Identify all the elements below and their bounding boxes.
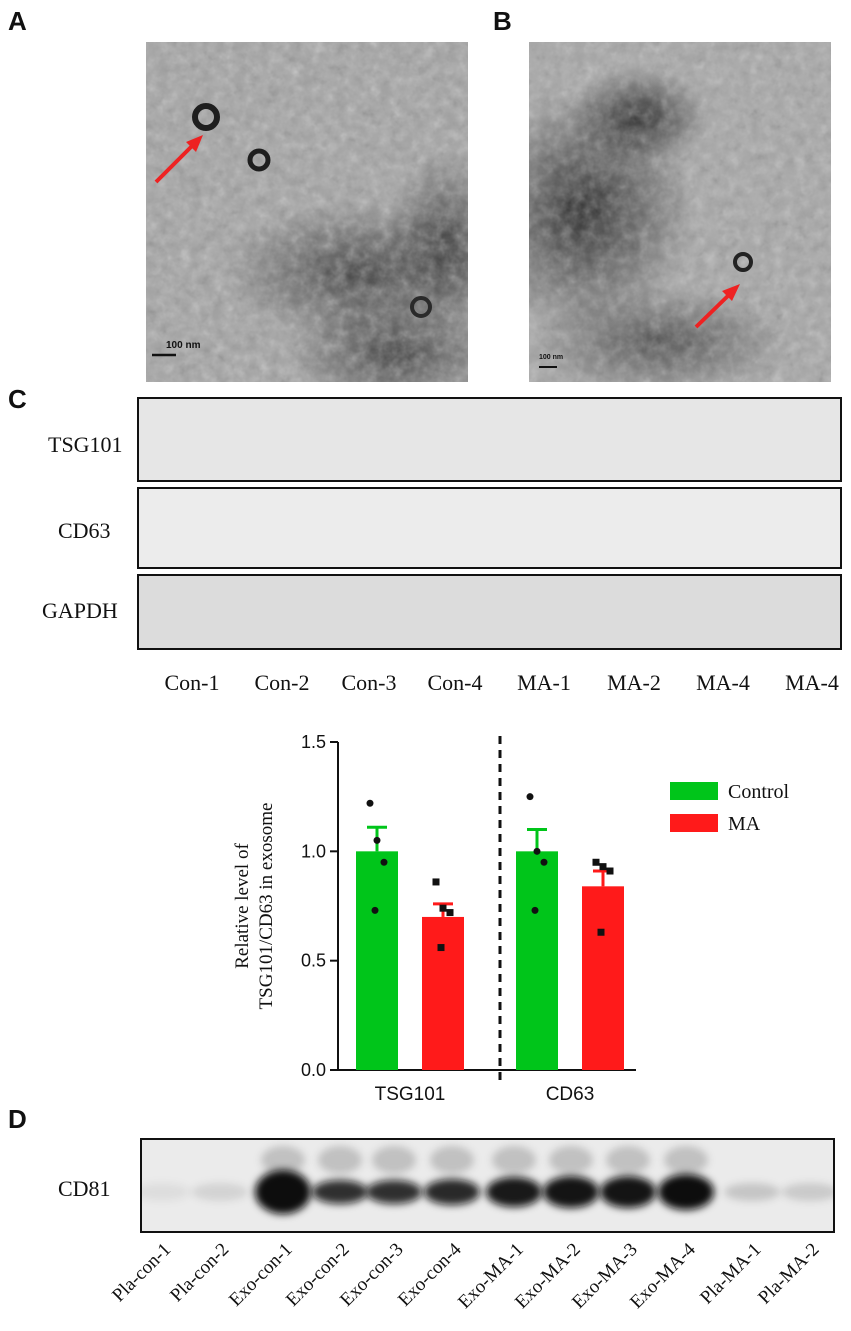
bar-control-cd63 [516, 851, 558, 1070]
bar-ma-cd63 [582, 886, 624, 1070]
y-tick-label: 1.5 [301, 732, 326, 752]
panel-letter-d: D [8, 1104, 27, 1134]
blot-strip-cd81 [140, 1138, 835, 1233]
data-point [380, 858, 388, 866]
legend-swatch-control [670, 782, 718, 800]
bar-ma-tsg101 [422, 916, 464, 1070]
blot-row-label-tsg101: TSG101 [48, 432, 123, 457]
tem-texture-a [146, 42, 468, 382]
y-tick-label: 1.0 [301, 841, 326, 861]
blot-d-lane-label: Pla-con-2 [166, 1239, 234, 1307]
blot-band-cd81-12 [782, 1183, 833, 1201]
blot-d-lane-label: Pla-MA-1 [696, 1239, 766, 1309]
data-point [432, 878, 440, 886]
data-point [540, 858, 548, 866]
bar-control-tsg101 [356, 851, 398, 1070]
blot-band-cd81-2 [192, 1183, 248, 1201]
data-point [526, 793, 534, 801]
scale-bar-label-b: 100 nm [539, 354, 564, 361]
blot-d-lane-label: Pla-con-1 [108, 1239, 176, 1307]
data-point [446, 909, 454, 917]
data-point [373, 836, 381, 844]
blot-smear-cd81-3 [261, 1146, 305, 1174]
data-point [606, 867, 614, 875]
y-axis-label-line1: Relative level of [232, 843, 253, 969]
blot-band-cd81-6 [424, 1179, 480, 1205]
y-axis-label-line2: TSG101/CD63 in exosome [256, 803, 277, 1010]
legend-swatch-ma [670, 814, 718, 832]
blot-smear-cd81-7 [492, 1146, 536, 1174]
tem-texture-b [529, 42, 831, 382]
data-point [366, 799, 374, 807]
blot-row-label-gapdh: GAPDH [42, 598, 118, 623]
tem-image-a: 100 nm [146, 42, 468, 382]
data-point [437, 944, 445, 952]
blot-smear-cd81-9 [606, 1146, 650, 1174]
blot-strip-gapdh [137, 574, 842, 650]
chart-bars [356, 793, 624, 1070]
chart-legend: Control MA [670, 781, 790, 835]
blot-band-cd81-9 [600, 1176, 656, 1208]
data-point [439, 904, 447, 912]
data-point [599, 863, 607, 871]
blot-c-lane-label: Con-2 [254, 670, 310, 695]
blot-band-cd81-3 [255, 1170, 311, 1214]
blot-smear-cd81-10 [664, 1146, 708, 1174]
blot-strip-cd63 [137, 487, 842, 569]
blot-c-lane-label: MA-4 [785, 670, 839, 695]
blot-band-cd81-5 [366, 1180, 422, 1204]
chart-axes: 0.0 0.5 1.0 1.5 Relative level of TSG101/CD63… [232, 732, 636, 1102]
y-tick-label: 0.5 [301, 951, 326, 971]
data-point [371, 906, 379, 914]
blot-c-lane-label: MA-2 [607, 670, 661, 695]
panel-letter-c: C [8, 384, 27, 414]
bar-chart: 0.0 0.5 1.0 1.5 Relative level of TSG101/CD63… [232, 732, 790, 1102]
blot-band-cd81-8 [543, 1176, 599, 1208]
blot-smear-cd81-6 [430, 1146, 474, 1174]
blot-c-lane-label: Con-3 [341, 670, 397, 695]
blot-band-cd81-10 [658, 1174, 714, 1210]
x-category-label: TSG101 [375, 1084, 446, 1102]
blot-band-cd81-7 [486, 1177, 542, 1207]
tem-image-b: 100 nm [529, 42, 831, 382]
data-point [592, 858, 600, 866]
data-point [533, 847, 541, 855]
x-category-label: CD63 [546, 1084, 595, 1102]
panel-letter-b: B [493, 6, 512, 36]
blot-c-lane-label: MA-4 [696, 670, 750, 695]
blot-band-cd81-4 [312, 1180, 368, 1204]
y-tick-label: 0.0 [301, 1060, 326, 1080]
data-point [597, 928, 605, 936]
data-point [531, 906, 539, 914]
blot-d-lane-label: Pla-MA-2 [754, 1239, 824, 1309]
blot-row-label-cd63: CD63 [58, 518, 111, 543]
legend-label-control: Control [728, 781, 790, 803]
blot-band-cd81-1 [142, 1183, 190, 1201]
blot-strip-tsg101 [137, 397, 842, 482]
blot-smear-cd81-4 [318, 1146, 362, 1174]
blot-c-lane-label: MA-1 [517, 670, 571, 695]
legend-label-ma: MA [728, 813, 761, 835]
scale-bar-label-a: 100 nm [166, 340, 201, 351]
blot-smear-cd81-8 [549, 1146, 593, 1174]
blot-row-label-cd81: CD81 [58, 1176, 111, 1201]
blot-c-lane-label: Con-4 [427, 670, 483, 695]
panel-letter-a: A [8, 6, 27, 36]
blot-smear-cd81-5 [372, 1146, 416, 1174]
blot-c-lane-label: Con-1 [164, 670, 220, 695]
blot-band-cd81-11 [724, 1183, 780, 1201]
